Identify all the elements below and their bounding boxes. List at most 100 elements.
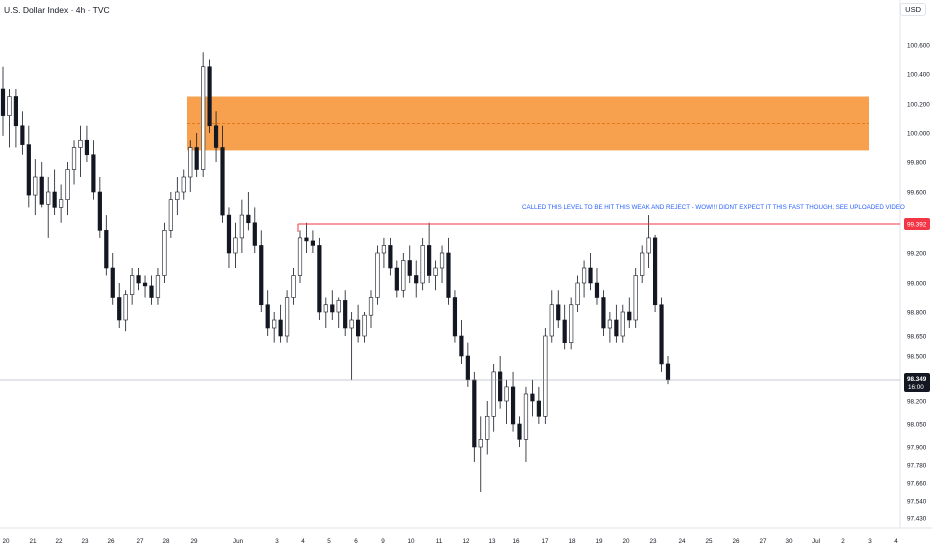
candle[interactable]: [556, 290, 561, 328]
candle[interactable]: [149, 275, 154, 305]
candle[interactable]: [407, 245, 412, 283]
candle[interactable]: [569, 297, 574, 350]
candle[interactable]: [330, 290, 335, 320]
candle[interactable]: [168, 192, 173, 238]
candle[interactable]: [401, 253, 406, 298]
candle[interactable]: [123, 290, 128, 332]
candle[interactable]: [549, 290, 554, 343]
candle[interactable]: [652, 234, 658, 312]
candle[interactable]: [581, 260, 587, 298]
candle[interactable]: [155, 268, 161, 305]
candle[interactable]: [381, 237, 387, 268]
candle[interactable]: [207, 59, 212, 134]
candle[interactable]: [349, 312, 354, 380]
candle[interactable]: [104, 215, 109, 276]
candle[interactable]: [220, 125, 225, 223]
candle[interactable]: [414, 260, 419, 298]
candle[interactable]: [259, 230, 264, 312]
candle[interactable]: [52, 169, 57, 216]
candle[interactable]: [459, 320, 464, 364]
candle[interactable]: [375, 245, 380, 305]
candle[interactable]: [0, 66, 6, 136]
candle[interactable]: [265, 290, 270, 336]
candle[interactable]: [226, 207, 232, 268]
candle[interactable]: [291, 268, 296, 305]
candle[interactable]: [188, 140, 193, 192]
candle[interactable]: [439, 245, 445, 283]
candle[interactable]: [323, 297, 328, 329]
candle[interactable]: [446, 237, 451, 305]
candle[interactable]: [601, 290, 606, 336]
candle[interactable]: [317, 237, 322, 320]
candle[interactable]: [239, 199, 244, 253]
candle[interactable]: [433, 260, 438, 291]
candle[interactable]: [284, 290, 290, 343]
candle[interactable]: [252, 207, 257, 253]
candle[interactable]: [7, 89, 12, 148]
candle[interactable]: [640, 245, 645, 283]
candle[interactable]: [633, 268, 638, 328]
candle[interactable]: [517, 416, 522, 447]
candle[interactable]: [213, 111, 219, 162]
candle[interactable]: [355, 304, 361, 343]
candle[interactable]: [304, 222, 309, 253]
candle[interactable]: [472, 371, 477, 462]
candle[interactable]: [594, 268, 600, 305]
candle[interactable]: [368, 290, 374, 328]
candle[interactable]: [543, 328, 548, 424]
candle[interactable]: [91, 140, 96, 200]
candle[interactable]: [310, 230, 316, 253]
candle[interactable]: [530, 379, 535, 417]
candle[interactable]: [84, 125, 90, 162]
candle[interactable]: [59, 184, 64, 223]
level-price-tag[interactable]: [904, 218, 930, 230]
candle[interactable]: [246, 192, 251, 231]
candle[interactable]: [71, 140, 77, 185]
candle[interactable]: [26, 125, 31, 208]
candle[interactable]: [607, 312, 612, 343]
candle[interactable]: [39, 162, 44, 208]
candle[interactable]: [491, 363, 496, 432]
current-price-tag[interactable]: [904, 373, 930, 392]
candle[interactable]: [627, 297, 632, 329]
candle[interactable]: [498, 356, 503, 409]
candle[interactable]: [523, 386, 529, 462]
candle[interactable]: [272, 312, 277, 343]
candle[interactable]: [162, 222, 167, 283]
candle[interactable]: [588, 253, 593, 291]
candle[interactable]: [562, 304, 567, 350]
candle[interactable]: [65, 162, 70, 216]
candle[interactable]: [478, 416, 483, 492]
candle[interactable]: [485, 401, 490, 455]
candle[interactable]: [427, 222, 432, 283]
candle[interactable]: [181, 169, 186, 200]
candle[interactable]: [46, 177, 51, 238]
candle[interactable]: [201, 52, 206, 177]
candle[interactable]: [297, 230, 303, 283]
candle[interactable]: [659, 297, 664, 372]
candle[interactable]: [620, 304, 625, 343]
candle[interactable]: [110, 253, 115, 305]
candle[interactable]: [233, 222, 238, 268]
candle[interactable]: [97, 177, 102, 238]
candle[interactable]: [142, 275, 148, 298]
candle[interactable]: [575, 275, 580, 313]
candle[interactable]: [117, 283, 122, 328]
candle[interactable]: [194, 133, 199, 177]
candle[interactable]: [362, 312, 367, 343]
candle[interactable]: [510, 371, 516, 432]
candle[interactable]: [388, 237, 393, 276]
candle[interactable]: [336, 297, 341, 329]
candle[interactable]: [614, 304, 619, 343]
candle[interactable]: [130, 268, 135, 305]
candle[interactable]: [33, 159, 38, 216]
candle[interactable]: [136, 268, 141, 291]
candle[interactable]: [20, 111, 25, 155]
candle[interactable]: [343, 290, 348, 336]
candle[interactable]: [13, 89, 19, 148]
candle[interactable]: [175, 177, 180, 216]
candle[interactable]: [394, 260, 399, 298]
candle[interactable]: [78, 125, 83, 177]
candle[interactable]: [420, 237, 425, 291]
